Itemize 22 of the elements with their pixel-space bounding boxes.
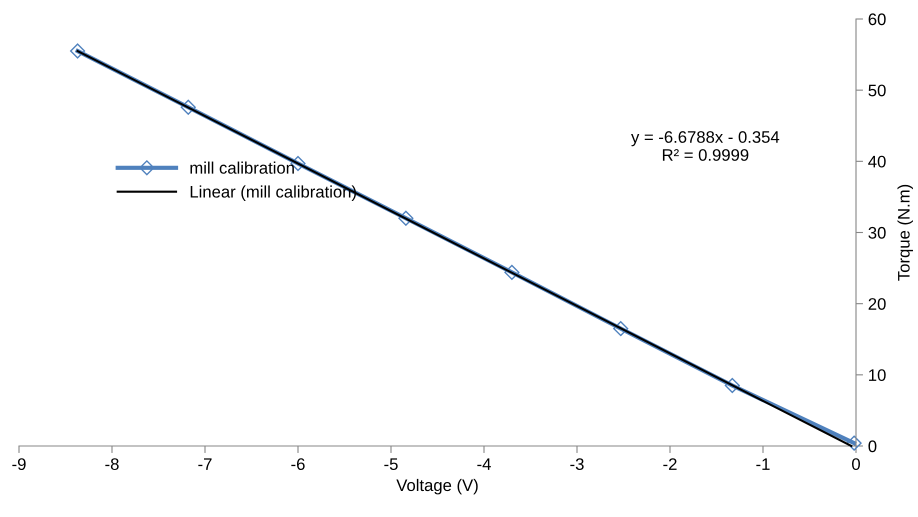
y-tick-label: 60: [868, 13, 886, 26]
x-tick-label: -7: [198, 458, 212, 470]
x-tick-label: -3: [570, 458, 584, 470]
x-tick-label: -8: [105, 458, 119, 470]
legend-label: mill calibration: [190, 162, 294, 174]
legend-label: Linear (mill calibration): [190, 185, 356, 201]
y-tick-label: 20: [868, 298, 886, 310]
x-tick-label: -5: [384, 458, 398, 470]
x-tick-label: -9: [12, 458, 26, 470]
x-tick-label: 0: [852, 458, 860, 470]
x-tick-label: -2: [663, 458, 677, 470]
y-tick-label: 0: [868, 440, 876, 452]
y-axis-title: Torque (N.m): [897, 184, 913, 281]
y-tick-label: 30: [868, 226, 886, 239]
y-tick-label: 50: [868, 84, 886, 96]
x-tick-label: -6: [291, 458, 305, 470]
x-tick-label: -4: [477, 458, 491, 470]
x-axis-title: Voltage (V): [396, 478, 478, 494]
x-tick-label: -1: [756, 458, 770, 470]
y-tick-label: 10: [869, 369, 886, 382]
annotation: y = -6.6788x - 0.354 R² = 0.9999: [631, 131, 780, 161]
y-tick-label: 40: [868, 156, 886, 168]
